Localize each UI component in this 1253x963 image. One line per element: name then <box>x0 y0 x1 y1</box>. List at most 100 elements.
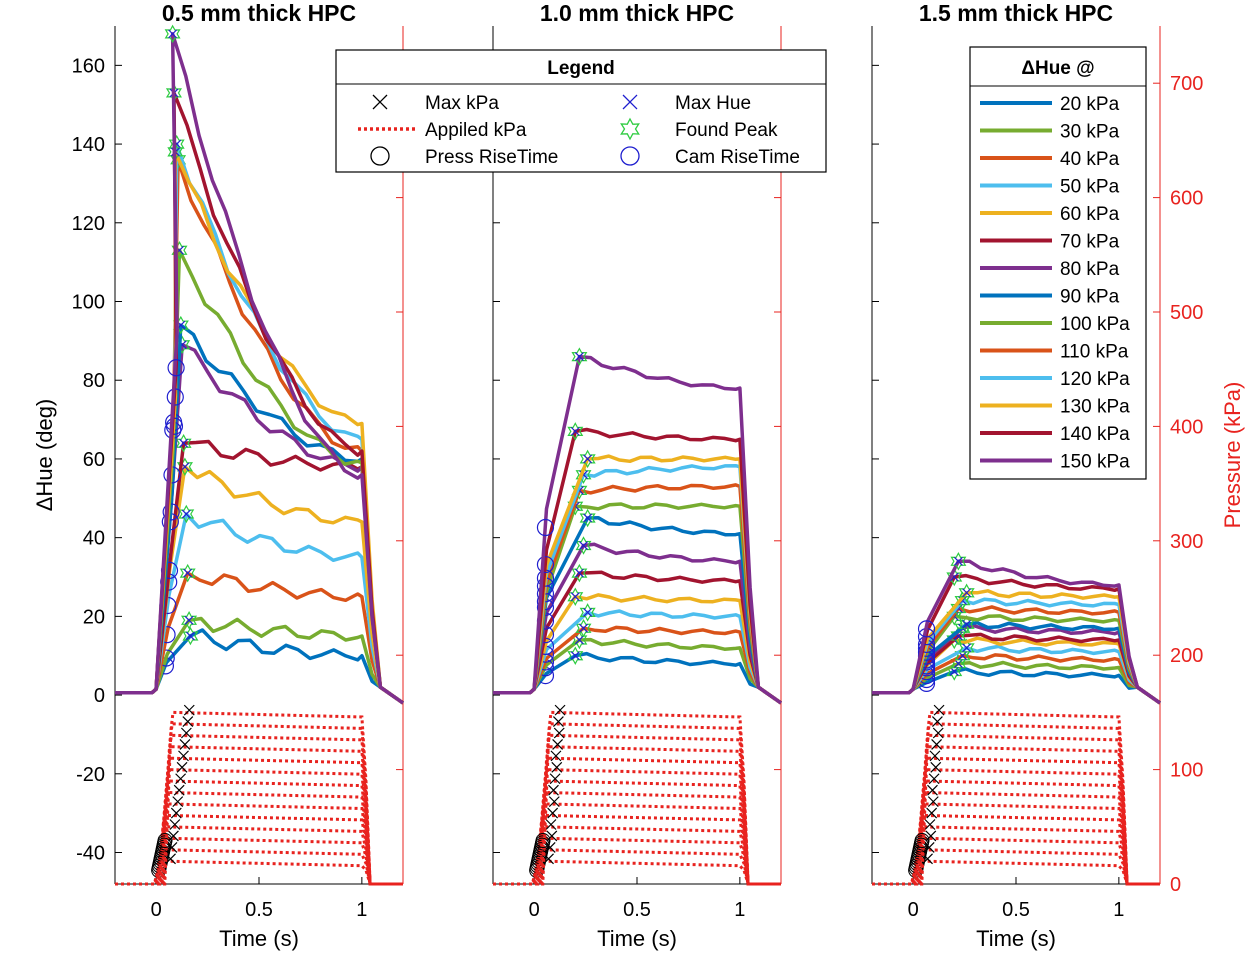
max-hue-marker <box>583 513 593 523</box>
max-hue-marker <box>953 556 963 566</box>
legend-series-label: 20 kPa <box>1060 94 1120 115</box>
pressure-series <box>872 836 1160 886</box>
legend-series-label: 130 kPa <box>1060 397 1130 418</box>
max-kpa-marker <box>928 773 940 785</box>
max-hue-marker <box>184 615 194 625</box>
hue-series <box>493 515 783 705</box>
hue-series <box>493 570 783 705</box>
press-risetime-marker <box>535 833 551 849</box>
hue-series <box>872 636 1162 705</box>
legend-series-title: ΔHue @ <box>1021 58 1094 79</box>
max-kpa-marker <box>547 807 559 819</box>
max-kpa-marker <box>552 716 564 727</box>
hue-series <box>872 589 1162 705</box>
max-kpa-marker <box>552 739 564 750</box>
max-kpa-marker <box>175 773 187 785</box>
legend-series-label: 150 kPa <box>1060 452 1130 473</box>
legend-cam-risetime-symbol <box>620 146 640 166</box>
max-kpa-marker <box>926 807 938 819</box>
right-tick-label: 400 <box>1170 416 1203 438</box>
max-kpa-marker <box>550 750 562 762</box>
legend-main-box <box>335 49 827 173</box>
hue-series <box>493 651 783 705</box>
hue-series <box>493 454 783 705</box>
max-kpa-marker <box>170 807 182 819</box>
legend-series-label: 50 kPa <box>1060 177 1120 198</box>
legend-series-label: 40 kPa <box>1060 149 1120 170</box>
legend-series-label: 70 kPa <box>1060 232 1120 253</box>
panel-title: 0.5 mm thick HPC <box>162 0 356 26</box>
max-hue-marker <box>574 352 584 362</box>
right-tick-label: 500 <box>1170 302 1203 324</box>
hue-series <box>493 463 783 705</box>
press-risetime-marker <box>157 833 173 849</box>
hue-series <box>493 637 783 705</box>
legend-main-entry-label: Press RiseTime <box>425 147 558 168</box>
found-peak-marker <box>575 465 592 484</box>
legend-main-entry-label: Appiled kPa <box>425 120 527 141</box>
max-hue-marker <box>179 438 188 448</box>
y-axis-label-right: Pressure (kPa) <box>1220 382 1245 529</box>
pressure-series <box>493 836 781 886</box>
max-kpa-marker <box>931 739 943 750</box>
found-peak-marker <box>179 563 196 583</box>
y-tick-label: 20 <box>83 606 105 628</box>
hue-series <box>115 150 405 705</box>
max-hue-marker <box>579 623 588 633</box>
x-tick-label: 0.5 <box>245 899 273 921</box>
max-kpa-marker <box>924 819 936 830</box>
found-peak-marker <box>579 508 596 528</box>
hue-series <box>872 644 1162 705</box>
found-peak-marker <box>950 552 967 571</box>
pressure-series <box>872 710 1160 886</box>
hue-series <box>872 632 1162 705</box>
x-tick-label: 0.5 <box>1002 899 1030 921</box>
legend-series-label: 60 kPa <box>1060 204 1120 225</box>
right-tick-label: 300 <box>1170 531 1203 553</box>
max-hue-marker <box>583 608 593 617</box>
legend-max-hue-symbol <box>622 94 638 110</box>
x-tick-label: 1 <box>1113 899 1124 921</box>
x-axis-label: Time (s) <box>597 926 677 951</box>
right-tick-label: 700 <box>1170 73 1203 95</box>
y-axis-label-left: ΔHue (deg) <box>32 399 57 512</box>
legend-found-peak-symbol <box>620 117 640 141</box>
hue-series <box>872 573 1162 705</box>
max-kpa-marker <box>172 796 184 808</box>
hue-series <box>872 614 1162 705</box>
legend-series-label: 140 kPa <box>1060 424 1130 445</box>
max-hue-marker <box>579 541 588 550</box>
max-kpa-marker <box>183 704 195 716</box>
max-kpa-marker <box>930 761 942 773</box>
max-hue-marker <box>181 509 191 519</box>
found-peak-marker <box>181 611 198 630</box>
pressure-series <box>115 836 403 886</box>
legend-series-label: 100 kPa <box>1060 314 1130 335</box>
max-hue-marker <box>570 651 580 661</box>
legend-series-label: 30 kPa <box>1060 122 1120 143</box>
hue-series <box>872 667 1162 705</box>
x-axis-label: Time (s) <box>976 926 1056 951</box>
max-hue-marker <box>168 29 178 39</box>
legend-series-label: 90 kPa <box>1060 287 1120 308</box>
max-kpa-marker <box>927 784 938 796</box>
legend-main-entry-label: Cam RiseTime <box>675 147 800 168</box>
panel-title: 1.0 mm thick HPC <box>540 0 734 26</box>
max-kpa-marker <box>553 727 565 739</box>
max-kpa-marker <box>554 704 566 716</box>
max-kpa-marker <box>176 761 188 773</box>
max-kpa-marker <box>933 704 945 716</box>
hue-series <box>115 91 405 705</box>
panel-p10: 1.0 mm thick HPC 0 0.5 1 Time (s) <box>492 0 783 951</box>
y-tick-label: 60 <box>83 449 105 471</box>
max-kpa-marker <box>169 819 181 830</box>
hue-series <box>115 32 405 705</box>
max-hue-marker <box>583 454 593 464</box>
hue-series <box>115 616 405 705</box>
y-tick-label: 40 <box>83 528 105 550</box>
max-hue-marker <box>962 619 972 629</box>
legend-series: ΔHue @ 20 kPa 30 kPa 40 kPa 50 kPa 60 kPa 70 … <box>969 46 1147 480</box>
hue-series <box>872 597 1162 705</box>
legend-max-kpa-symbol <box>372 94 388 110</box>
max-hue-marker <box>570 592 580 602</box>
